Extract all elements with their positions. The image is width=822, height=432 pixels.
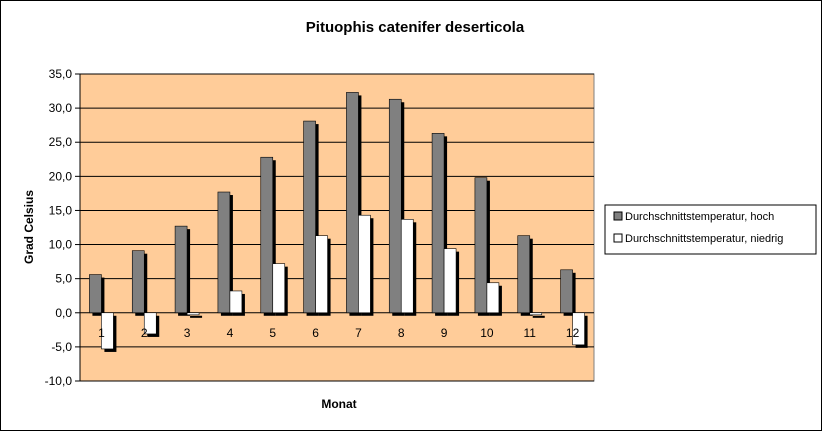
bar-low: [229, 290, 243, 314]
y-tick-label: -10,0: [45, 374, 73, 388]
bar-low: [101, 312, 114, 350]
y-axis-title: Grad Celsius: [22, 190, 36, 264]
bar-high: [560, 269, 573, 314]
x-tick-label: 12: [566, 326, 580, 340]
bar-high: [431, 133, 445, 314]
y-tick-label: 15,0: [49, 203, 73, 217]
legend-swatch-high: [613, 211, 623, 221]
bar-low: [400, 219, 414, 314]
bars: [89, 92, 588, 352]
chart-title: Pituophis catenifer deserticola: [306, 19, 525, 36]
bar-high: [474, 177, 488, 314]
legend-swatch-low: [613, 233, 623, 243]
legend: Durchschnittstemperatur, hoch Durchschni…: [604, 204, 817, 255]
x-axis-title: Monat: [321, 397, 356, 411]
x-tick-label: 3: [184, 326, 191, 340]
bar-high: [388, 98, 402, 314]
x-tick-label: 8: [398, 326, 405, 340]
bar-low: [486, 282, 500, 314]
y-tick-label: 5,0: [55, 272, 72, 286]
y-tick-label: 10,0: [49, 238, 73, 252]
bar-high: [217, 191, 231, 314]
bar-shadow: [532, 315, 545, 318]
bar-high: [517, 235, 531, 314]
x-tick-label: 11: [524, 326, 537, 340]
gridlines: [80, 73, 594, 382]
x-tick-label: 1: [98, 326, 105, 340]
y-tick-label: 35,0: [49, 67, 73, 81]
legend-label-high: Durchschnittstemperatur, hoch: [625, 211, 774, 223]
x-tick-label: 2: [141, 326, 148, 340]
bar-high: [346, 92, 359, 314]
bar-high: [174, 225, 188, 314]
y-tick-label: 0,0: [55, 306, 72, 320]
x-tick-label: 7: [355, 326, 362, 340]
y-tick-label: 25,0: [49, 135, 73, 149]
legend-label-low: Durchschnittstemperatur, niedrig: [625, 233, 783, 245]
bar-low: [443, 248, 457, 314]
bar-low: [272, 263, 286, 314]
bar-high: [89, 274, 102, 314]
bar-low: [143, 312, 157, 335]
bar-high: [260, 156, 274, 314]
legend-box: [604, 204, 817, 255]
bar-shadow: [190, 315, 203, 318]
x-ticks: 1 2 3 4 5 6 7 8 9 10 11 12: [98, 326, 580, 340]
x-tick-label: 9: [441, 326, 448, 340]
bar-low: [529, 312, 543, 316]
bar-high: [303, 120, 316, 314]
bar-low: [315, 235, 328, 314]
y-tick-label: -5,0: [51, 340, 72, 354]
bar-low: [186, 312, 200, 316]
y-tick-label: 20,0: [49, 169, 73, 183]
x-tick-label: 5: [269, 326, 276, 340]
y-ticks: -10,0 -5,0 0,0 5,0 10,0 15,0 20,0 25,0 30,0 35,0: [45, 67, 81, 388]
bar-high: [131, 250, 145, 314]
x-tick-label: 10: [480, 326, 494, 340]
bar-low: [572, 312, 585, 346]
plot-area: [79, 73, 595, 382]
bar-low: [358, 214, 371, 314]
x-tick-label: 6: [312, 326, 319, 340]
x-tick-label: 4: [227, 326, 234, 340]
y-tick-label: 30,0: [49, 101, 73, 115]
